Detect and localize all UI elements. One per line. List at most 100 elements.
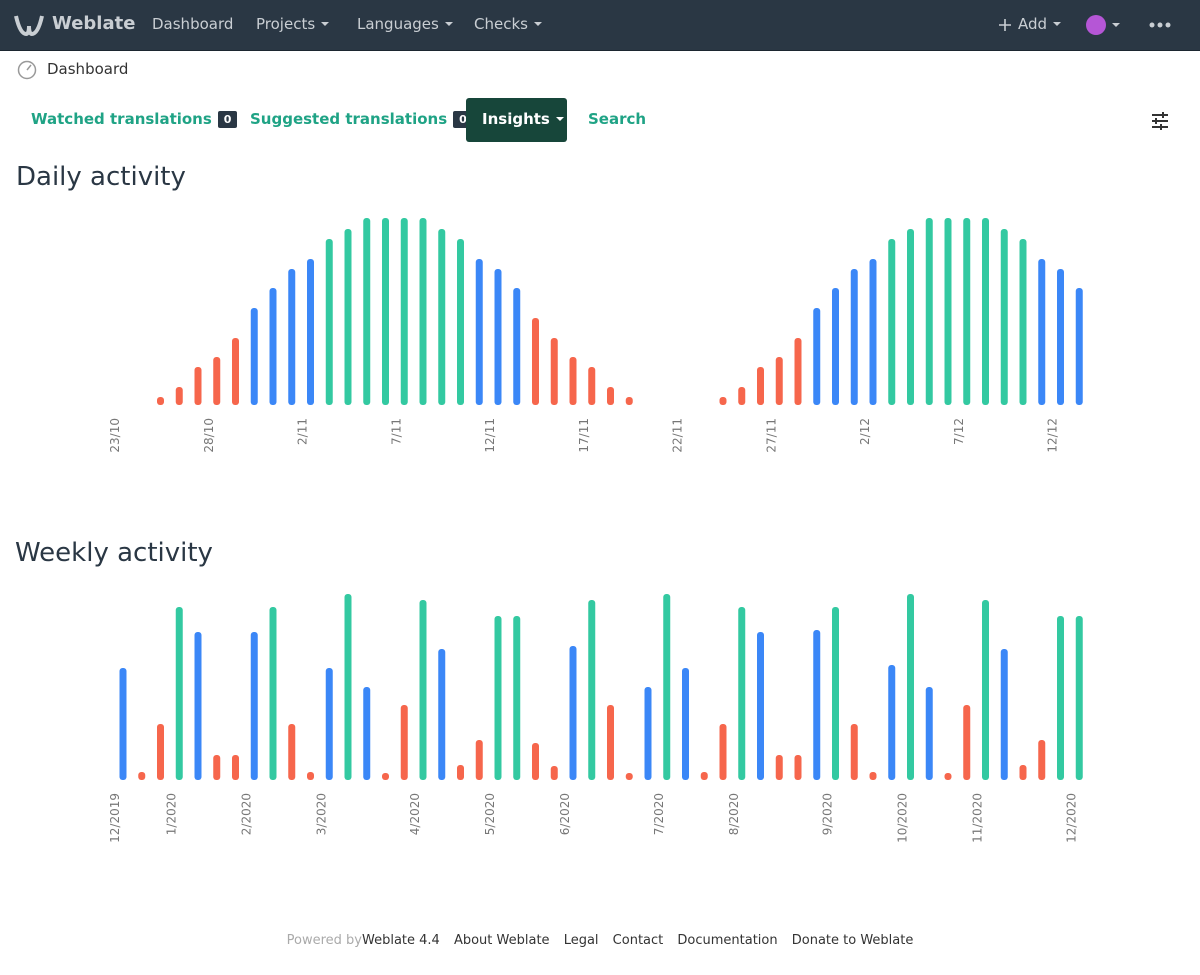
- chart: 23/10 28/10 2/11 7/11 12/11 17/11 22/11 27/11 2/…: [108, 218, 1083, 453]
- bar: [775, 357, 783, 405]
- chart-title: Weekly activity: [15, 538, 213, 568]
- nav-item[interactable]: Dashboard: [152, 15, 234, 33]
- bar: [813, 308, 821, 405]
- bar: [550, 766, 558, 780]
- bar: [363, 687, 371, 780]
- powered-by: Powered by: [286, 933, 362, 948]
- tab[interactable]: Search: [588, 110, 647, 128]
- bar: [869, 259, 877, 405]
- bar: [288, 269, 296, 405]
- bar: [757, 632, 764, 780]
- dashboard-icon: [17, 60, 37, 80]
- x-tick-label: 7/2020: [652, 793, 666, 835]
- bar: [588, 367, 596, 405]
- bar: [138, 772, 146, 780]
- bar: [494, 269, 502, 405]
- bar: [644, 687, 652, 780]
- navbar: Weblate Dashboard Projects Languages Che…: [0, 0, 1200, 51]
- bar: [1038, 740, 1046, 780]
- footer: Powered byWeblate 4.4 About Weblate Lega…: [0, 933, 1200, 948]
- bar: [569, 357, 577, 405]
- x-tick-label: 12/2019: [108, 793, 122, 843]
- footer-link[interactable]: Donate to Weblate: [791, 933, 914, 948]
- settings-icon[interactable]: [1151, 112, 1169, 130]
- bar: [1057, 269, 1064, 405]
- bar: [1000, 649, 1008, 780]
- x-tick-label: 12/11: [483, 418, 497, 453]
- footer-link[interactable]: Legal: [563, 933, 599, 948]
- footer-link[interactable]: Contact: [612, 933, 664, 948]
- x-tick-label: 7/11: [389, 418, 403, 445]
- x-tick-label: 2/12: [858, 418, 872, 445]
- bar: [232, 755, 239, 780]
- bar: [794, 338, 802, 405]
- add-menu[interactable]: Add: [1018, 15, 1061, 33]
- bar: [363, 218, 371, 405]
- x-tick-label: 22/11: [671, 418, 685, 453]
- x-tick-label: 3/2020: [314, 793, 328, 835]
- x-tick-label: 12/2020: [1064, 793, 1078, 843]
- bar: [625, 397, 633, 405]
- brand[interactable]: Weblate: [52, 13, 136, 34]
- more-menu[interactable]: [1148, 20, 1172, 30]
- bar: [832, 607, 839, 780]
- bar: [344, 594, 352, 780]
- badge: 0: [217, 111, 238, 128]
- bar: [850, 269, 858, 405]
- bar: [250, 308, 258, 405]
- footer-link[interactable]: Documentation: [677, 933, 778, 948]
- plus-icon: [999, 19, 1011, 31]
- bar: [232, 338, 239, 405]
- bar: [588, 600, 596, 780]
- tab-label: Insights: [482, 110, 564, 128]
- bar: [269, 288, 277, 405]
- breadcrumb[interactable]: Dashboard: [47, 60, 129, 78]
- chart-title: Daily activity: [16, 162, 186, 192]
- bar: [738, 387, 746, 405]
- bar: [907, 229, 914, 405]
- bar: [194, 632, 202, 780]
- tab[interactable]: Suggested translations 0: [250, 110, 473, 128]
- bar: [869, 772, 877, 780]
- bar: [832, 288, 839, 405]
- bar: [682, 668, 689, 780]
- bar: [719, 397, 727, 405]
- bar: [963, 705, 971, 780]
- bar: [607, 705, 614, 780]
- avatar[interactable]: [1086, 15, 1122, 35]
- x-tick-label: 23/10: [108, 418, 122, 453]
- bar: [925, 687, 933, 780]
- bar: [888, 239, 896, 405]
- bar: [738, 607, 746, 780]
- bar: [532, 318, 539, 405]
- bar: [438, 649, 446, 780]
- bar: [307, 772, 314, 780]
- tab-active[interactable]: Insights: [466, 98, 567, 142]
- nav-item[interactable]: Checks: [474, 15, 542, 33]
- x-tick-label: 2/2020: [239, 793, 253, 835]
- x-tick-label: 7/12: [952, 418, 966, 445]
- tab[interactable]: Watched translations 0: [31, 110, 238, 128]
- bar: [475, 259, 483, 405]
- footer-link[interactable]: Weblate 4.4: [361, 933, 440, 948]
- nav-item[interactable]: Projects: [256, 15, 329, 33]
- bar: [532, 743, 539, 780]
- bar: [157, 397, 164, 405]
- bar: [569, 646, 577, 780]
- x-tick-label: 1/2020: [164, 793, 178, 835]
- bar: [457, 765, 464, 780]
- nav-item[interactable]: Languages: [357, 15, 453, 33]
- bar: [213, 357, 221, 405]
- footer-link[interactable]: About Weblate: [453, 933, 550, 948]
- bar: [157, 724, 164, 780]
- bar: [794, 755, 802, 780]
- bar: [775, 755, 783, 780]
- bar: [175, 387, 183, 405]
- bar: [250, 632, 258, 780]
- bar: [1000, 229, 1008, 405]
- chart: 12/2019 1/2020 2/2020 3/2020 4/2020 5/2020 6/2…: [108, 594, 1083, 843]
- x-tick-label: 5/2020: [483, 793, 497, 835]
- bar: [813, 630, 821, 780]
- x-tick-label: 27/11: [764, 418, 778, 453]
